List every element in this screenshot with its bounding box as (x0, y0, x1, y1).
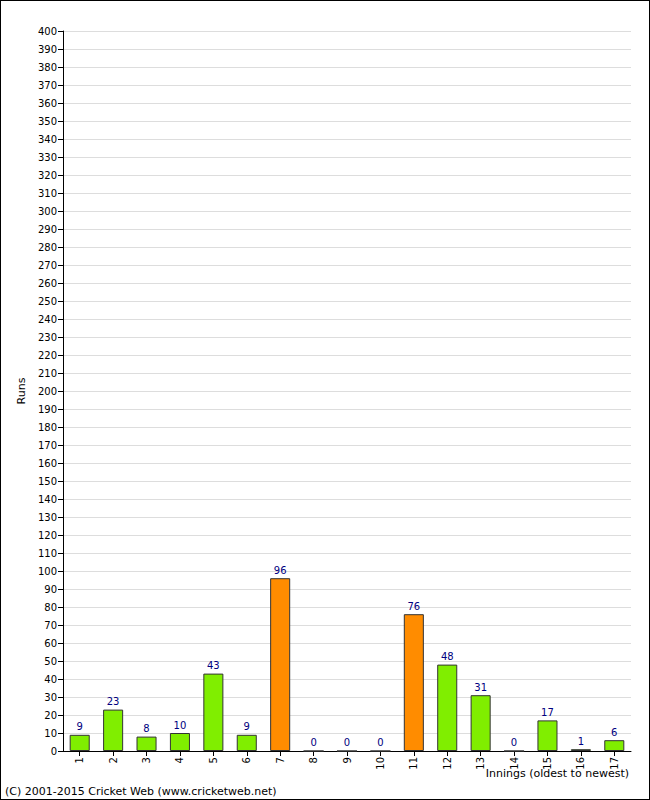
svg-text:6: 6 (241, 757, 252, 763)
svg-text:330: 330 (38, 152, 57, 163)
svg-text:(C) 2001-2015 Cricket Web (www: (C) 2001-2015 Cricket Web (www.cricketwe… (5, 785, 277, 798)
svg-text:260: 260 (38, 278, 57, 289)
svg-text:30: 30 (44, 692, 57, 703)
svg-text:9: 9 (244, 721, 250, 732)
svg-text:13: 13 (475, 757, 486, 770)
svg-text:290: 290 (38, 224, 57, 235)
svg-text:20: 20 (44, 710, 57, 721)
svg-text:0: 0 (344, 737, 350, 748)
svg-text:60: 60 (44, 638, 57, 649)
svg-text:1: 1 (578, 736, 584, 747)
svg-text:8: 8 (308, 757, 319, 763)
svg-text:130: 130 (38, 512, 57, 523)
svg-text:390: 390 (38, 44, 57, 55)
svg-text:10: 10 (174, 720, 187, 731)
svg-text:120: 120 (38, 530, 57, 541)
svg-text:43: 43 (207, 660, 220, 671)
svg-text:0: 0 (51, 746, 57, 757)
svg-text:240: 240 (38, 314, 57, 325)
svg-text:250: 250 (38, 296, 57, 307)
svg-text:50: 50 (44, 656, 57, 667)
svg-text:140: 140 (38, 494, 57, 505)
svg-text:0: 0 (310, 737, 316, 748)
svg-text:Innings (oldest to newest): Innings (oldest to newest) (486, 767, 629, 780)
svg-text:350: 350 (38, 116, 57, 127)
svg-text:380: 380 (38, 62, 57, 73)
svg-text:310: 310 (38, 188, 57, 199)
svg-text:270: 270 (38, 260, 57, 271)
svg-text:5: 5 (208, 757, 219, 763)
svg-text:17: 17 (541, 707, 554, 718)
svg-text:40: 40 (44, 674, 57, 685)
svg-text:9: 9 (77, 721, 83, 732)
svg-text:6: 6 (611, 727, 617, 738)
svg-text:230: 230 (38, 332, 57, 343)
svg-text:48: 48 (441, 651, 454, 662)
svg-text:220: 220 (38, 350, 57, 361)
svg-text:16: 16 (575, 757, 586, 770)
svg-text:2: 2 (108, 757, 119, 763)
svg-text:15: 15 (542, 757, 553, 770)
svg-text:160: 160 (38, 458, 57, 469)
svg-text:76: 76 (407, 601, 420, 612)
svg-text:8: 8 (143, 723, 149, 734)
svg-text:370: 370 (38, 80, 57, 91)
svg-text:96: 96 (274, 565, 287, 576)
svg-text:280: 280 (38, 242, 57, 253)
svg-text:17: 17 (609, 757, 620, 770)
svg-text:31: 31 (474, 682, 487, 693)
svg-text:190: 190 (38, 404, 57, 415)
svg-text:170: 170 (38, 440, 57, 451)
svg-text:3: 3 (141, 757, 152, 763)
svg-text:80: 80 (44, 602, 57, 613)
svg-text:70: 70 (44, 620, 57, 631)
svg-text:10: 10 (44, 728, 57, 739)
svg-text:7: 7 (275, 757, 286, 763)
svg-text:14: 14 (509, 757, 520, 770)
svg-text:110: 110 (38, 548, 57, 559)
svg-text:100: 100 (38, 566, 57, 577)
svg-text:9: 9 (342, 757, 353, 763)
svg-text:200: 200 (38, 386, 57, 397)
svg-text:360: 360 (38, 98, 57, 109)
svg-text:0: 0 (377, 737, 383, 748)
svg-text:210: 210 (38, 368, 57, 379)
svg-text:320: 320 (38, 170, 57, 181)
svg-text:180: 180 (38, 422, 57, 433)
svg-text:300: 300 (38, 206, 57, 217)
svg-text:0: 0 (511, 737, 517, 748)
svg-text:11: 11 (408, 757, 419, 770)
svg-text:10: 10 (375, 757, 386, 770)
svg-text:1: 1 (74, 757, 85, 763)
svg-text:12: 12 (442, 757, 453, 770)
svg-text:90: 90 (44, 584, 57, 595)
svg-text:400: 400 (38, 26, 57, 37)
svg-text:23: 23 (107, 696, 120, 707)
svg-text:150: 150 (38, 476, 57, 487)
svg-text:4: 4 (174, 757, 185, 763)
svg-text:Runs: Runs (15, 377, 28, 404)
svg-text:340: 340 (38, 134, 57, 145)
